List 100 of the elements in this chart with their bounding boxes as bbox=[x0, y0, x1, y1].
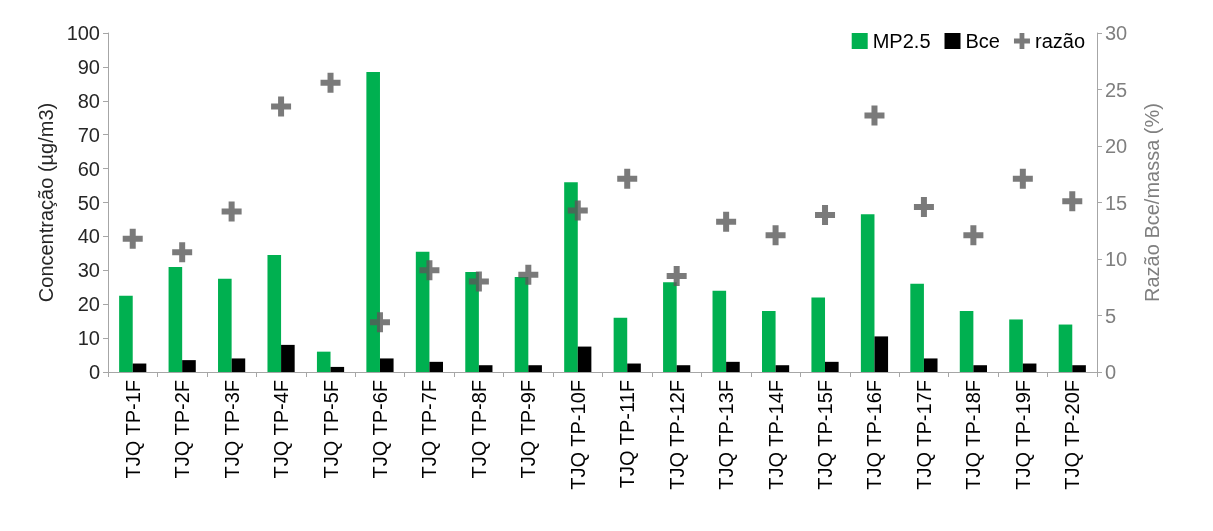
x-tick-label: TJQ TP-8F bbox=[467, 380, 490, 479]
legend-label: MP2.5 bbox=[872, 30, 931, 52]
point bbox=[122, 228, 143, 249]
bar bbox=[726, 361, 740, 372]
y-tick-label: 100 bbox=[66, 22, 100, 44]
bar bbox=[923, 358, 938, 372]
point bbox=[468, 271, 489, 292]
bar bbox=[1058, 324, 1073, 372]
bar bbox=[379, 358, 394, 372]
y2-tick-label: 25 bbox=[1105, 78, 1128, 101]
bar bbox=[478, 365, 493, 372]
x-tick-label: TJQ TP-19F bbox=[1011, 380, 1034, 490]
y2-axis-title: Razão Bce/massa (%) bbox=[1141, 103, 1163, 302]
x-tick-label: TJQ TP-7F bbox=[418, 380, 441, 479]
bar bbox=[825, 361, 839, 372]
y-tick-label: 80 bbox=[77, 89, 100, 112]
x-tick-label: TJQ TP-20F bbox=[1061, 380, 1084, 490]
bar bbox=[182, 360, 196, 372]
bar bbox=[429, 361, 444, 372]
x-tick-label: TJQ TP-6F bbox=[368, 380, 391, 479]
bar bbox=[366, 71, 380, 372]
point bbox=[518, 264, 539, 285]
point bbox=[963, 225, 984, 246]
y-tick-label: 90 bbox=[77, 55, 100, 78]
point bbox=[765, 225, 786, 246]
bar bbox=[267, 255, 282, 372]
y2-tick-label: 10 bbox=[1105, 248, 1128, 270]
bar bbox=[281, 344, 295, 372]
bar bbox=[316, 351, 331, 372]
bar bbox=[1009, 319, 1023, 372]
bar bbox=[119, 295, 133, 372]
bar bbox=[168, 266, 183, 372]
bar bbox=[874, 336, 889, 372]
bar bbox=[330, 366, 345, 372]
legend-label: razão bbox=[1034, 30, 1085, 52]
bar bbox=[910, 283, 924, 372]
bar bbox=[712, 290, 727, 372]
bar bbox=[761, 310, 776, 372]
bar bbox=[1072, 365, 1086, 372]
x-tick-label: TJQ TP-1F bbox=[121, 380, 144, 479]
y-tick-label: 0 bbox=[88, 361, 100, 383]
bar bbox=[218, 278, 232, 372]
point bbox=[617, 168, 638, 189]
point bbox=[567, 200, 588, 221]
x-tick-label: TJQ TP-2F bbox=[171, 380, 194, 479]
y2-tick-label: 5 bbox=[1105, 304, 1117, 327]
x-tick-label: TJQ TP-11F bbox=[616, 380, 639, 489]
bar bbox=[577, 346, 592, 372]
point bbox=[172, 242, 193, 263]
point bbox=[815, 204, 836, 225]
bar bbox=[775, 365, 790, 372]
bar bbox=[564, 182, 578, 372]
x-tick-label: TJQ TP-13F bbox=[715, 380, 738, 490]
y-tick-label: 50 bbox=[77, 191, 100, 214]
bar bbox=[465, 272, 479, 372]
bar bbox=[627, 363, 641, 372]
bar bbox=[811, 297, 826, 372]
y-tick-label: 10 bbox=[77, 327, 100, 350]
y-axis-title: Concentração (µg/m3) bbox=[34, 102, 57, 303]
point bbox=[864, 105, 885, 126]
bar bbox=[231, 358, 246, 372]
point bbox=[913, 197, 934, 218]
bar bbox=[676, 365, 691, 372]
x-tick-label: TJQ TP-17F bbox=[912, 380, 935, 490]
y2-tick-label: 20 bbox=[1105, 135, 1128, 157]
bar bbox=[613, 317, 628, 372]
y-tick-label: 30 bbox=[77, 259, 100, 282]
bar bbox=[132, 363, 147, 372]
x-tick-label: TJQ TP-18F bbox=[962, 380, 985, 490]
point bbox=[666, 265, 687, 286]
x-tick-label: TJQ TP-16F bbox=[863, 380, 886, 490]
point bbox=[369, 312, 390, 333]
bar bbox=[528, 365, 542, 372]
bar bbox=[1022, 363, 1037, 372]
y2-tick-label: 15 bbox=[1105, 191, 1128, 214]
legend-label: Bce bbox=[965, 30, 1000, 52]
x-tick-label: TJQ TP-14F bbox=[764, 380, 787, 490]
bar bbox=[663, 282, 677, 372]
bar bbox=[959, 310, 974, 372]
bar bbox=[860, 214, 875, 372]
y2-tick-label: 30 bbox=[1105, 22, 1128, 44]
x-tick-label: TJQ TP-5F bbox=[319, 380, 342, 479]
y2-tick-label: 0 bbox=[1105, 361, 1117, 383]
y-tick-label: 70 bbox=[77, 123, 100, 146]
x-tick-label: TJQ TP-10F bbox=[566, 380, 589, 490]
x-tick-label: TJQ TP-3F bbox=[220, 380, 243, 479]
bar bbox=[973, 365, 987, 372]
point bbox=[221, 201, 242, 222]
point bbox=[1012, 168, 1033, 189]
x-tick-label: TJQ TP-15F bbox=[814, 380, 837, 490]
point bbox=[1062, 191, 1083, 212]
x-tick-label: TJQ TP-9F bbox=[517, 380, 540, 479]
point bbox=[716, 211, 737, 232]
point bbox=[271, 96, 292, 117]
x-tick-label: TJQ TP-12F bbox=[665, 380, 688, 490]
point bbox=[419, 260, 440, 281]
y-tick-label: 40 bbox=[77, 225, 100, 248]
y-tick-label: 60 bbox=[77, 157, 100, 180]
point bbox=[320, 72, 341, 93]
y-tick-label: 20 bbox=[77, 293, 100, 316]
